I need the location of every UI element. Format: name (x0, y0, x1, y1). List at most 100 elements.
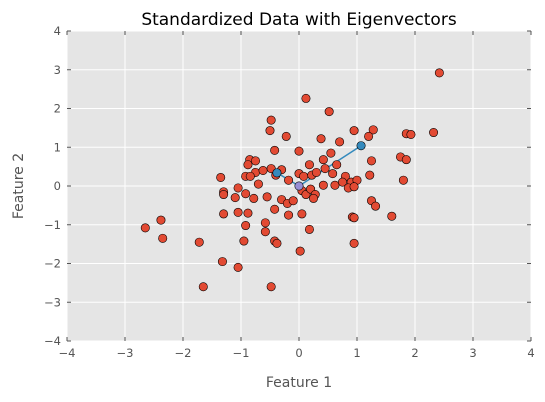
chart-title: Standardized Data with Eigenvectors (141, 10, 457, 30)
data-point (158, 233, 168, 243)
x-tick-label: −4 (59, 346, 76, 360)
y-tick-label: −2 (44, 257, 61, 271)
data-point (332, 160, 342, 170)
data-point (140, 223, 150, 233)
data-point (366, 156, 376, 166)
data-point (349, 182, 359, 192)
y-tick-label: −1 (44, 218, 61, 232)
data-point (266, 115, 276, 125)
data-point (337, 177, 347, 187)
data-point (260, 218, 270, 228)
data-point (304, 224, 314, 234)
data-point (243, 208, 253, 218)
data-point (217, 257, 227, 267)
data-point (434, 68, 444, 78)
y-tick-label: 0 (54, 179, 61, 193)
y-tick-label: 2 (54, 102, 61, 116)
eigenvector-line (298, 145, 362, 187)
y-tick-label: 1 (54, 140, 61, 154)
data-point (330, 180, 340, 190)
data-point (335, 137, 345, 147)
data-point (260, 227, 270, 237)
data-point (262, 192, 272, 202)
x-tick-label: 2 (411, 346, 418, 360)
x-tick-label: −2 (175, 346, 192, 360)
data-point (243, 160, 253, 170)
data-point (216, 172, 226, 182)
data-point (297, 209, 307, 219)
data-point (233, 183, 243, 193)
x-tick-label: −3 (117, 346, 134, 360)
data-points (140, 68, 444, 292)
data-point (156, 215, 166, 225)
data-point (265, 126, 275, 136)
data-point (241, 189, 251, 199)
data-point (295, 246, 305, 256)
x-tick-label: −1 (233, 346, 250, 360)
data-point (365, 170, 375, 180)
data-point (258, 166, 268, 176)
x-tick-label: 3 (469, 346, 476, 360)
x-axis-label: Feature 1 (266, 375, 332, 391)
data-point (318, 155, 328, 165)
data-point (253, 179, 263, 189)
data-point (270, 204, 280, 214)
data-point (324, 107, 334, 117)
data-point (288, 196, 298, 206)
data-point (270, 145, 280, 155)
data-point (368, 125, 378, 135)
y-tick-label: −4 (44, 334, 61, 348)
data-point (239, 236, 249, 246)
data-point (194, 237, 204, 247)
data-point (294, 146, 304, 156)
data-point (198, 282, 208, 292)
data-point (398, 175, 408, 185)
data-point (284, 175, 294, 185)
data-point (429, 128, 439, 138)
data-point (316, 134, 326, 144)
data-point (219, 209, 229, 219)
data-point (245, 171, 255, 181)
x-tick-label: 1 (353, 346, 360, 360)
eigenvector-endpoints (272, 141, 366, 191)
data-point (304, 160, 314, 170)
data-point (371, 201, 381, 211)
data-point (299, 171, 309, 181)
x-tick-label: 0 (295, 346, 302, 360)
data-point (301, 93, 311, 103)
eigenvector-endpoint (356, 141, 366, 151)
data-point (311, 167, 321, 177)
data-point (308, 193, 318, 203)
data-point (241, 221, 251, 231)
data-point (219, 190, 229, 200)
axis-ticks: −4 −3 −2 −1 0 1 2 3 4 −4 −3 −2 −1 0 1 2 3 4 (44, 24, 535, 360)
data-point (230, 193, 240, 203)
data-point (364, 131, 374, 141)
mean-point (294, 181, 304, 191)
data-point (349, 238, 359, 248)
y-axis-label: Feature 2 (11, 153, 27, 219)
data-point (233, 262, 243, 272)
data-point (281, 131, 291, 141)
data-point (349, 126, 359, 136)
y-tick-label: 4 (54, 24, 61, 38)
y-tick-label: 3 (54, 63, 61, 77)
data-point (249, 193, 259, 203)
data-point (401, 155, 411, 165)
data-point (406, 129, 416, 139)
data-point (320, 164, 330, 174)
data-point (272, 238, 282, 248)
data-point (326, 148, 336, 158)
x-tick-label: 4 (527, 346, 534, 360)
data-point (318, 180, 328, 190)
data-point (387, 211, 397, 221)
data-point (349, 213, 359, 223)
y-tick-label: −3 (44, 295, 61, 309)
data-point (233, 207, 243, 217)
eigenvector-endpoint (272, 168, 282, 178)
data-point (284, 210, 294, 220)
data-point (251, 156, 261, 166)
data-point (266, 282, 276, 292)
data-point (328, 169, 338, 179)
